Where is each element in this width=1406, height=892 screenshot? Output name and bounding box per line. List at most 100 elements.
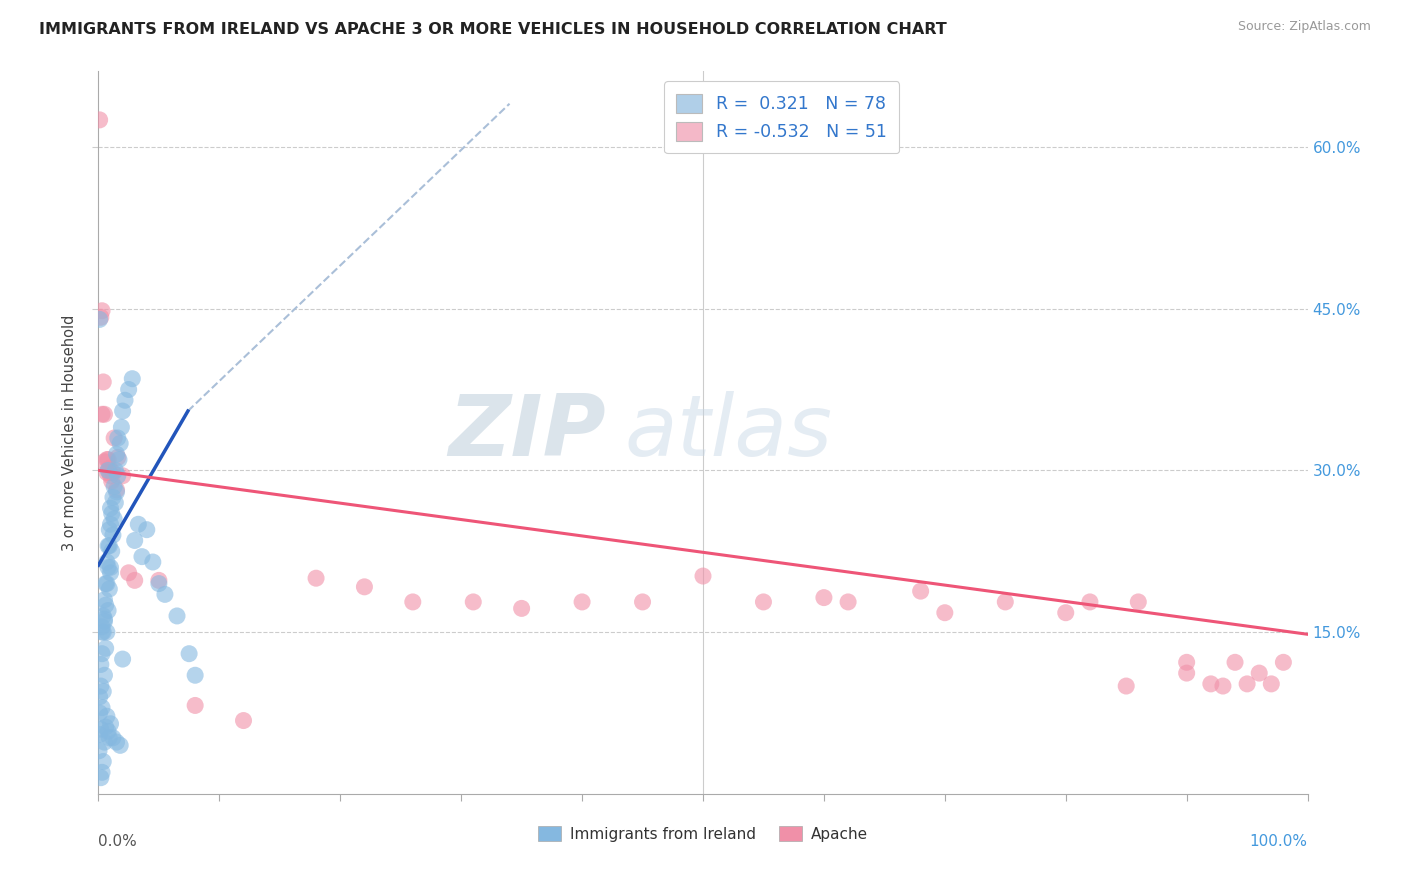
Point xyxy=(910,584,932,599)
Point xyxy=(101,491,124,505)
Point xyxy=(94,576,117,591)
Text: Source: ZipAtlas.com: Source: ZipAtlas.com xyxy=(1237,20,1371,33)
Text: 100.0%: 100.0% xyxy=(1250,834,1308,848)
Text: 0.0%: 0.0% xyxy=(98,834,138,848)
Point xyxy=(100,517,122,532)
Point xyxy=(96,709,118,723)
Point xyxy=(98,582,121,596)
Point xyxy=(100,566,122,580)
Point xyxy=(96,576,118,591)
Point xyxy=(90,657,112,672)
Point xyxy=(100,560,122,574)
Point xyxy=(105,735,128,749)
Point xyxy=(90,722,112,736)
Point xyxy=(98,731,121,745)
Point xyxy=(142,555,165,569)
Point xyxy=(90,771,112,785)
Point xyxy=(108,436,131,450)
Point xyxy=(104,496,127,510)
Point xyxy=(124,533,146,548)
Point xyxy=(91,765,114,780)
Point xyxy=(107,431,129,445)
Point xyxy=(752,595,775,609)
Point xyxy=(91,375,114,389)
Point xyxy=(111,468,134,483)
Point xyxy=(148,576,170,591)
Point xyxy=(97,452,120,467)
Legend: Immigrants from Ireland, Apache: Immigrants from Ireland, Apache xyxy=(531,820,875,847)
Point xyxy=(813,591,835,605)
Point xyxy=(103,431,125,445)
Y-axis label: 3 or more Vehicles in Household: 3 or more Vehicles in Household xyxy=(62,315,77,550)
Point xyxy=(100,468,122,483)
Point xyxy=(100,474,122,488)
Point xyxy=(89,706,111,720)
Point xyxy=(110,420,132,434)
Point xyxy=(89,728,111,742)
Point xyxy=(118,383,141,397)
Point xyxy=(510,601,533,615)
Point xyxy=(91,684,114,698)
Point xyxy=(1260,677,1282,691)
Point xyxy=(1249,666,1271,681)
Point xyxy=(232,714,254,728)
Point xyxy=(91,755,114,769)
Point xyxy=(111,652,134,666)
Point xyxy=(91,303,114,318)
Point xyxy=(105,447,128,461)
Point xyxy=(111,404,134,418)
Point xyxy=(108,739,131,753)
Point xyxy=(101,466,124,480)
Point xyxy=(305,571,328,585)
Point xyxy=(89,312,111,326)
Point xyxy=(97,603,120,617)
Point xyxy=(101,731,124,745)
Point xyxy=(1212,679,1234,693)
Point xyxy=(127,517,149,532)
Point xyxy=(93,668,115,682)
Point xyxy=(96,466,118,480)
Point xyxy=(103,512,125,526)
Point xyxy=(1223,656,1246,670)
Point xyxy=(1054,606,1077,620)
Point xyxy=(1199,677,1222,691)
Text: IMMIGRANTS FROM IRELAND VS APACHE 3 OR MORE VEHICLES IN HOUSEHOLD CORRELATION CH: IMMIGRANTS FROM IRELAND VS APACHE 3 OR M… xyxy=(39,22,948,37)
Point xyxy=(94,598,117,612)
Point xyxy=(100,716,122,731)
Point xyxy=(100,544,122,558)
Point xyxy=(89,112,111,127)
Point xyxy=(1175,656,1198,670)
Point xyxy=(91,700,114,714)
Point xyxy=(1078,595,1101,609)
Point xyxy=(1128,595,1150,609)
Point xyxy=(91,625,114,640)
Point xyxy=(121,372,143,386)
Point xyxy=(91,609,114,624)
Point xyxy=(184,668,207,682)
Point xyxy=(97,539,120,553)
Point xyxy=(107,450,129,465)
Point xyxy=(994,595,1017,609)
Point xyxy=(131,549,153,564)
Point xyxy=(90,310,112,325)
Point xyxy=(104,463,127,477)
Point xyxy=(1236,677,1258,691)
Point xyxy=(91,620,114,634)
Point xyxy=(93,455,115,469)
Point xyxy=(108,452,131,467)
Point xyxy=(353,580,375,594)
Point xyxy=(692,569,714,583)
Point xyxy=(97,560,120,574)
Point xyxy=(105,484,128,499)
Point xyxy=(107,468,129,483)
Point xyxy=(90,679,112,693)
Point xyxy=(124,574,146,588)
Point xyxy=(1175,666,1198,681)
Point xyxy=(94,641,117,656)
Point xyxy=(100,501,122,516)
Point xyxy=(118,566,141,580)
Point xyxy=(179,647,201,661)
Point xyxy=(98,539,121,553)
Point xyxy=(837,595,859,609)
Point xyxy=(571,595,593,609)
